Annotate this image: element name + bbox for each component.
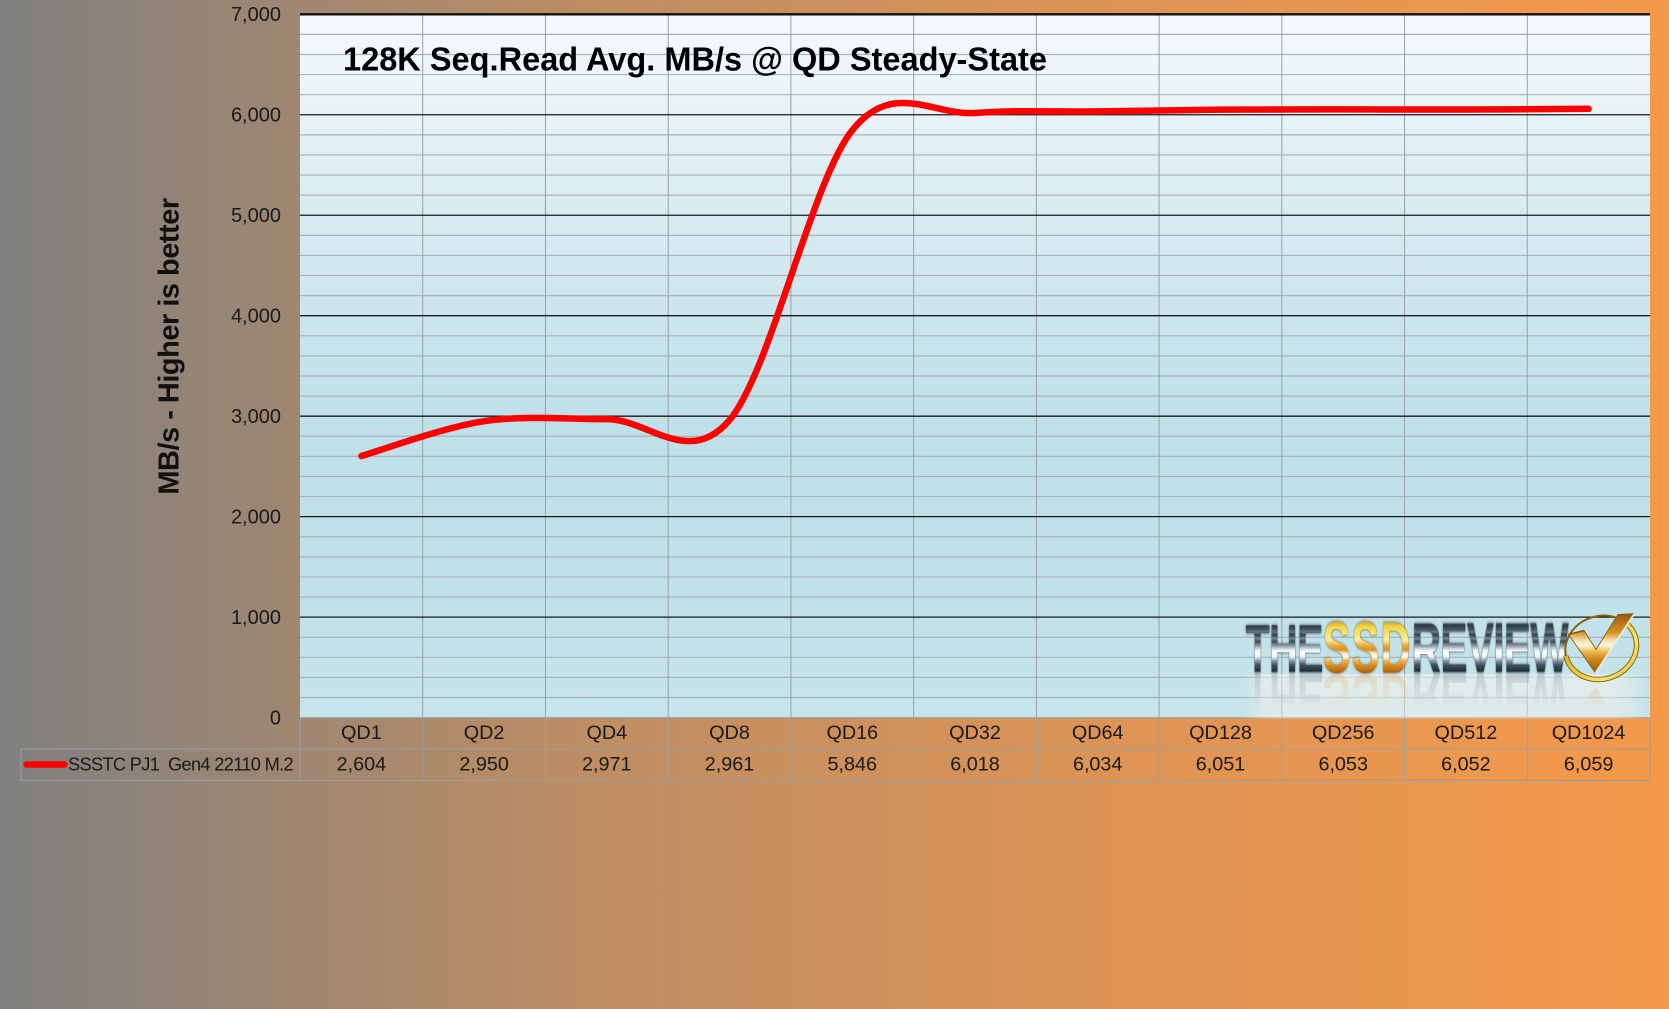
svg-text:2,000: 2,000	[231, 507, 281, 529]
svg-text:6,059: 6,059	[1564, 754, 1614, 776]
svg-text:0: 0	[270, 708, 281, 730]
svg-text:5,846: 5,846	[828, 754, 878, 776]
svg-text:THESSDREVIEW: THESSDREVIEW	[1246, 659, 1569, 739]
svg-text:SSSTC PJ1 Gen4 22110 M.2: SSSTC PJ1 Gen4 22110 M.2	[68, 755, 294, 775]
svg-text:THESSDREVIEW: THESSDREVIEW	[1246, 609, 1569, 689]
svg-text:4,000: 4,000	[231, 306, 281, 328]
svg-text:QD2: QD2	[464, 722, 505, 744]
svg-text:6,052: 6,052	[1441, 754, 1491, 776]
svg-text:3,000: 3,000	[231, 406, 281, 428]
svg-text:5,000: 5,000	[231, 205, 281, 227]
svg-text:6,034: 6,034	[1073, 754, 1123, 776]
svg-text:QD4: QD4	[586, 722, 627, 744]
svg-text:THESSDREVIEW: THESSDREVIEW	[1246, 609, 1569, 689]
svg-text:QD256: QD256	[1312, 722, 1375, 744]
svg-text:128K Seq.Read Avg. MB/s @ QD S: 128K Seq.Read Avg. MB/s @ QD Steady-Stat…	[343, 40, 1047, 77]
svg-text:QD64: QD64	[1072, 722, 1124, 744]
svg-text:2,950: 2,950	[459, 754, 509, 776]
svg-text:QD32: QD32	[949, 722, 1001, 744]
svg-text:2,971: 2,971	[582, 754, 632, 776]
svg-text:6,053: 6,053	[1318, 754, 1368, 776]
svg-text:2,961: 2,961	[705, 754, 755, 776]
svg-text:QD128: QD128	[1189, 722, 1252, 744]
svg-text:QD512: QD512	[1435, 722, 1498, 744]
svg-text:QD1: QD1	[341, 722, 382, 744]
svg-text:6,000: 6,000	[231, 105, 281, 127]
svg-text:1,000: 1,000	[231, 607, 281, 629]
svg-text:2,604: 2,604	[337, 754, 387, 776]
svg-text:QD1024: QD1024	[1552, 722, 1626, 744]
svg-text:QD16: QD16	[826, 722, 878, 744]
svg-text:6,051: 6,051	[1196, 754, 1246, 776]
svg-text:7,000: 7,000	[231, 4, 281, 26]
svg-text:6,018: 6,018	[950, 754, 1000, 776]
svg-text:MB/s - Higher is better: MB/s - Higher is better	[154, 198, 186, 494]
svg-text:QD8: QD8	[709, 722, 750, 744]
